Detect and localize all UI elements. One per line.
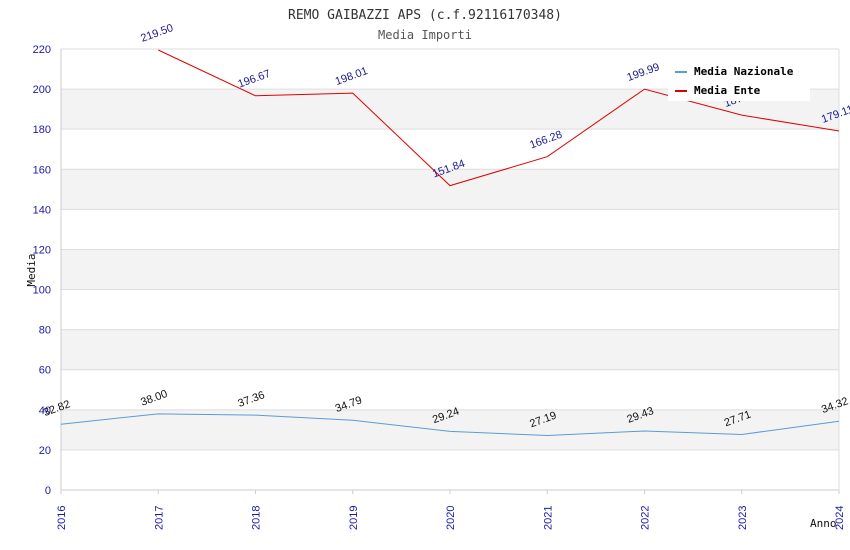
- series-lines: [60, 49, 840, 436]
- data-label-ente: 196.67: [236, 68, 272, 91]
- x-tick-label: 2021: [542, 506, 554, 530]
- grid-band: [61, 169, 839, 210]
- y-tick-label: 0: [45, 485, 51, 497]
- x-tick-label: 2017: [153, 506, 165, 530]
- legend-label-ente: Media Ente: [694, 84, 761, 97]
- data-label-ente: 166.28: [528, 129, 564, 152]
- x-axis-label: Anno: [810, 517, 837, 530]
- y-axis-label: Media: [25, 253, 38, 286]
- y-tick-label: 200: [33, 84, 51, 96]
- y-tick-label: 20: [39, 445, 51, 457]
- x-tick-label: 2023: [737, 506, 749, 530]
- chart-title: REMO GAIBAZZI APS (c.f.92116170348): [288, 8, 562, 23]
- y-tick-label: 140: [33, 204, 51, 216]
- data-label-nazionale: 37.36: [236, 389, 266, 410]
- data-label-ente: 198.01: [334, 65, 370, 88]
- y-tick-label: 120: [33, 244, 51, 256]
- series-line-media-ente: [158, 49, 840, 187]
- chart-subtitle: Media Importi: [378, 28, 472, 42]
- y-tick-label: 100: [33, 285, 51, 297]
- x-axis-ticks: 2016 2017 2018 2019 2020 2021 2022 2023 2024: [56, 490, 846, 530]
- series-line-media-nazionale: [60, 413, 840, 436]
- grid-band: [61, 329, 839, 370]
- x-tick-label: 2020: [445, 506, 457, 530]
- x-tick-label: 2019: [348, 506, 360, 530]
- grid-bands: [61, 89, 839, 450]
- y-tick-label: 180: [33, 124, 51, 136]
- gridlines: [61, 48, 839, 491]
- y-tick-label: 60: [39, 365, 51, 377]
- y-tick-label: 220: [33, 44, 51, 56]
- y-tick-label: 80: [39, 325, 51, 337]
- x-tick-label: 2024: [834, 506, 846, 530]
- legend-label-nazionale: Media Nazionale: [694, 65, 794, 78]
- y-tick-label: 40: [39, 405, 51, 417]
- x-tick-label: 2022: [640, 506, 652, 530]
- y-tick-label: 160: [33, 164, 51, 176]
- data-label-ente: 199.99: [625, 61, 661, 84]
- x-tick-label: 2018: [251, 506, 263, 530]
- grid-band: [61, 249, 839, 290]
- x-tick-label: 2016: [56, 506, 68, 530]
- legend: Media Nazionale Media Ente: [668, 58, 810, 101]
- data-label-ente: 219.50: [139, 22, 175, 45]
- y-axis-ticks: 0 20 40 60 80 100 120 140 160 180 200 220: [33, 44, 51, 497]
- grid-band: [61, 409, 839, 450]
- legend-box: [668, 58, 810, 101]
- data-label-nazionale: 38.00: [139, 388, 169, 409]
